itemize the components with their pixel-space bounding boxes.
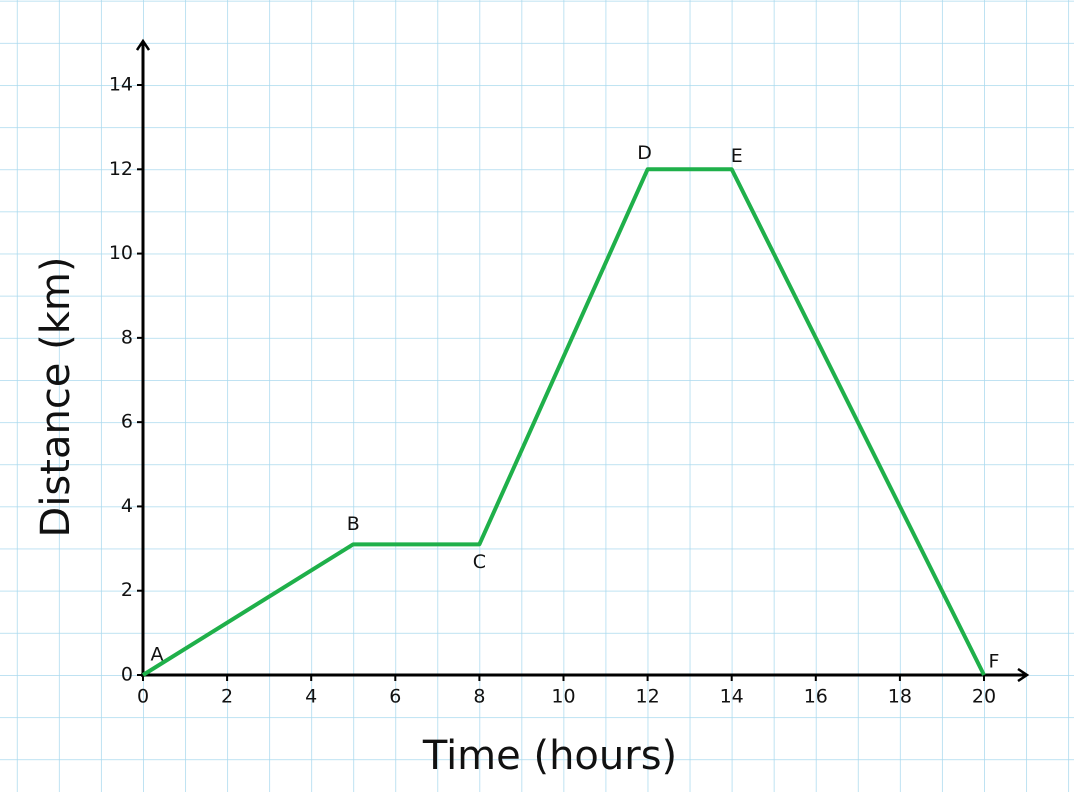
x-tick-label: 14 <box>720 686 744 708</box>
x-tick-label: 2 <box>221 686 233 708</box>
x-tick-label: 10 <box>551 686 575 708</box>
point-label: A <box>151 644 164 666</box>
y-tick-label: 4 <box>121 495 133 517</box>
x-tick-label: 6 <box>389 686 401 708</box>
y-tick-label: 2 <box>121 579 133 601</box>
x-tick-label: 4 <box>305 686 317 708</box>
x-tick-label: 0 <box>137 686 149 708</box>
y-axis-title: Distance (km) <box>33 257 79 538</box>
x-tick-label: 12 <box>636 686 660 708</box>
point-label: E <box>731 145 743 167</box>
x-axis-title: Time (hours) <box>422 733 677 779</box>
y-tick-label: 6 <box>121 411 133 433</box>
y-tick-label: 0 <box>121 664 133 686</box>
data-line <box>141 167 986 677</box>
point-label: D <box>637 142 652 164</box>
x-tick-label: 8 <box>473 686 485 708</box>
point-label: C <box>473 551 486 573</box>
y-tick-label: 8 <box>121 326 133 348</box>
point-label: F <box>989 651 1000 673</box>
x-tick-label: 18 <box>888 686 912 708</box>
y-tick-label: 12 <box>109 158 133 180</box>
x-tick-label: 16 <box>804 686 828 708</box>
y-tick-label: 14 <box>109 74 133 96</box>
point-label: B <box>347 513 360 535</box>
y-tick-label: 10 <box>109 242 133 264</box>
x-tick-label: 20 <box>972 686 996 708</box>
